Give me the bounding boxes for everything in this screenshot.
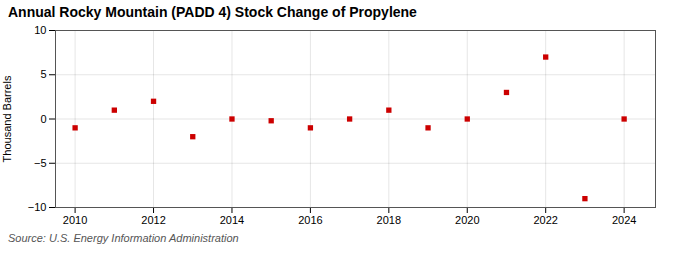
svg-text:2022: 2022 xyxy=(533,214,557,226)
svg-text:0: 0 xyxy=(40,113,46,125)
svg-text:−10: −10 xyxy=(28,201,47,213)
svg-text:5: 5 xyxy=(40,68,46,80)
html-text:Annual Rocky Mountain (PADD 4): Annual Rocky Mountain (PADD 4) Stock Cha… xyxy=(8,4,417,20)
svg-text:2014: 2014 xyxy=(220,214,244,226)
svg-text:2016: 2016 xyxy=(298,214,322,226)
svg-text:10: 10 xyxy=(34,24,46,36)
svg-text:2010: 2010 xyxy=(63,214,87,226)
svg-text:Thousand Barrels: Thousand Barrels xyxy=(1,75,13,162)
svg-text:2020: 2020 xyxy=(455,214,479,226)
svg-text:2018: 2018 xyxy=(377,214,401,226)
svg-text:−5: −5 xyxy=(34,157,47,169)
svg-text:2024: 2024 xyxy=(612,214,636,226)
html-text:Source: U.S. Energy Informatio: Source: U.S. Energy Information Administ… xyxy=(8,232,239,244)
svg-text:2012: 2012 xyxy=(141,214,165,226)
